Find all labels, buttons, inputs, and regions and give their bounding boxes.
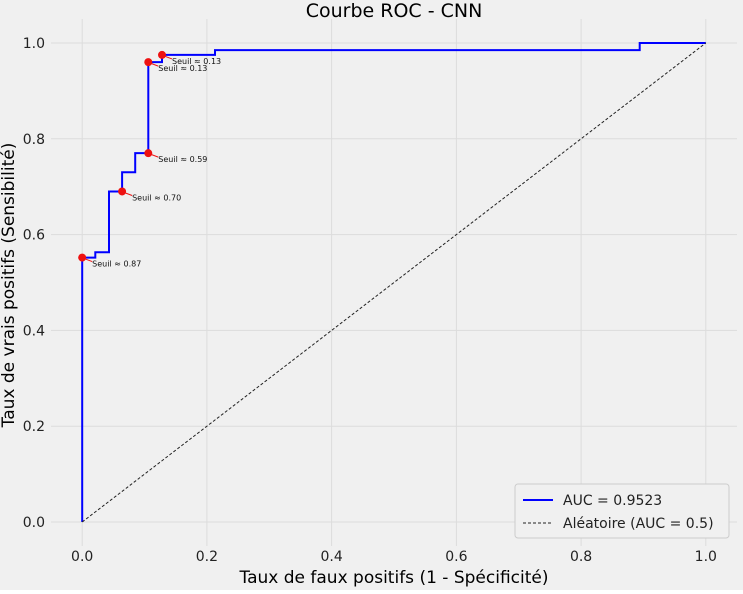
threshold-pointer (163, 55, 173, 60)
threshold-pointer (84, 258, 93, 263)
y-tick-label: 0.2 (23, 419, 45, 435)
threshold-pointer (150, 62, 159, 67)
threshold-label: Seuil ≈ 0.87 (92, 260, 141, 269)
threshold-point (144, 149, 153, 158)
threshold-label: Seuil ≈ 0.13 (158, 64, 207, 73)
threshold-point (144, 58, 153, 67)
x-tick-label: 1.0 (695, 549, 717, 565)
threshold-pointer (150, 153, 159, 158)
y-tick-label: 0.6 (23, 228, 45, 244)
threshold-points: Seuil ≈ 0.87 Seuil ≈ 0.70 Seuil ≈ 0.59 Seui… (78, 50, 221, 269)
legend: AUC = 0.9523 Aléatoire (AUC = 0.5) (514, 483, 730, 539)
x-tick-label: 0.2 (196, 549, 218, 565)
x-tick-label: 0.6 (445, 549, 467, 565)
x-tick-label: 0.0 (71, 549, 93, 565)
roc-curve-line (81, 42, 706, 522)
random-baseline-line (81, 42, 707, 523)
threshold-label: Seuil ≈ 0.13 (172, 57, 221, 66)
y-tick-label: 0.8 (23, 132, 45, 148)
legend-box (514, 483, 730, 539)
threshold-point (118, 187, 127, 196)
tick-labels: 0.0 0.2 0.4 0.6 0.8 1.0 0.0 0.2 0.4 0.6 0.8 1.0 (23, 36, 717, 565)
x-tick-label: 0.8 (570, 549, 592, 565)
y-tick-label: 0.0 (23, 515, 45, 531)
y-axis-label: Taux de vrais positifs (Sensibilité) (0, 143, 19, 429)
x-tick-label: 0.4 (321, 549, 343, 565)
threshold-pointer (123, 192, 133, 196)
x-axis-label: Taux de faux positifs (1 - Spécificité) (239, 568, 549, 588)
legend-label-auc: AUC = 0.9523 (563, 493, 662, 509)
series-lines (81, 42, 707, 523)
threshold-label: Seuil ≈ 0.70 (132, 193, 181, 202)
threshold-label: Seuil ≈ 0.59 (158, 155, 207, 164)
legend-label-random: Aléatoire (AUC = 0.5) (563, 516, 714, 532)
threshold-point (78, 253, 87, 262)
threshold-point (158, 50, 167, 59)
y-tick-label: 0.4 (23, 323, 45, 339)
grid (51, 19, 737, 546)
y-tick-label: 1.0 (23, 36, 45, 52)
chart-title: Courbe ROC - CNN (306, 0, 483, 22)
